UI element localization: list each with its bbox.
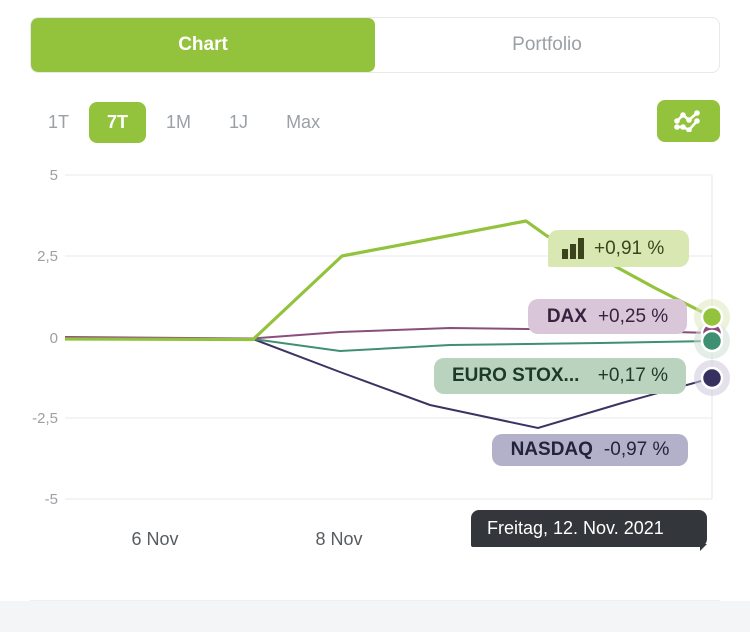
svg-text:-5: -5 [45, 491, 58, 508]
svg-text:5: 5 [50, 167, 58, 184]
svg-text:2,5: 2,5 [37, 248, 58, 265]
svg-text:6 Nov: 6 Nov [131, 529, 178, 549]
svg-text:8 Nov: 8 Nov [315, 529, 362, 549]
svg-text:-2,5: -2,5 [32, 410, 58, 427]
svg-text:0: 0 [50, 330, 58, 347]
